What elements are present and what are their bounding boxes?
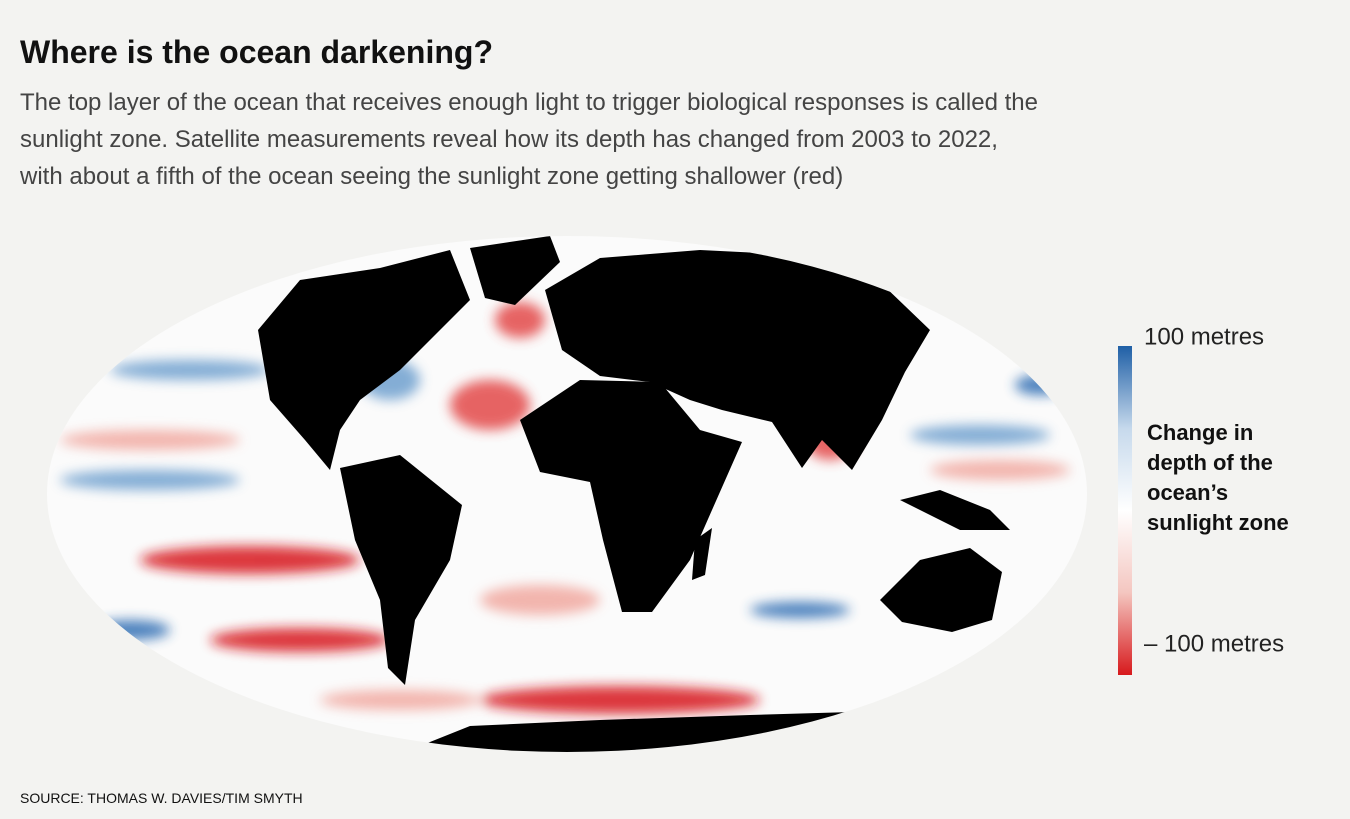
legend-title: Change in depth of the ocean’s sunlight …: [1147, 420, 1289, 535]
subtitle: The top layer of the ocean that receives…: [20, 89, 1038, 190]
title: Where is the ocean darkening?: [20, 34, 493, 70]
land: [258, 236, 1010, 752]
source: SOURCE: THOMAS W. DAVIES/TIM SMYTH: [20, 790, 303, 806]
colorbar: [1118, 346, 1132, 675]
change-pattern: [60, 302, 1070, 714]
colorbar-label: 100 metres: [1144, 323, 1264, 350]
colorbar-label: – 100 metres: [1144, 630, 1284, 657]
